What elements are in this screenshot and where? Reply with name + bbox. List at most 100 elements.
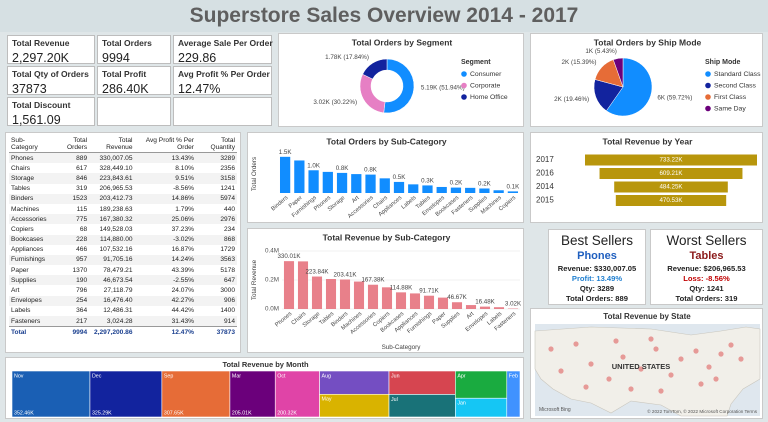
- legend-marker: [461, 82, 467, 89]
- table-cell: 223,843.61: [89, 173, 135, 184]
- bar-label: 114.88K: [390, 284, 413, 291]
- tile: [455, 370, 508, 399]
- bar: [297, 261, 309, 309]
- table-cell: 206,965.53: [99, 185, 133, 193]
- table-row: Chairs 617 328,449.10 8.10% 2356: [9, 163, 237, 173]
- y-tick-label: 0.4M: [265, 248, 279, 255]
- map-bubble: [738, 356, 744, 362]
- legend-title: Ship Mode: [705, 59, 740, 66]
- bar: [322, 171, 333, 193]
- table-cell: 2356: [220, 164, 235, 172]
- table-cell: 78,479.21: [103, 266, 133, 274]
- bar: [437, 297, 449, 309]
- table-cell: 3289: [196, 152, 237, 164]
- bar-label: 0.2K: [478, 180, 492, 187]
- legend-marker: [705, 82, 711, 89]
- card-line: Revenue: $206,965.53: [667, 264, 746, 273]
- kpi-value: 37873: [12, 82, 47, 96]
- legend-marker: [461, 94, 467, 100]
- revenue-panel: Total Revenue by Sub-Category 0.0M 0.2M 0.4…: [247, 228, 524, 353]
- kpi-card: Total Profit 286.40K: [97, 66, 171, 96]
- bar: [465, 187, 476, 193]
- table-cell: 12,486.31: [103, 307, 133, 315]
- bar-label: 0.8K: [336, 165, 350, 172]
- slice-label: 6K (59.72%): [657, 94, 692, 101]
- segment-chart: Total Orders by Segment 5.19K (51.94%) 3.0…: [313, 37, 508, 114]
- table-cell: Furnishings: [9, 254, 53, 266]
- table-cell: 330,007.05: [89, 152, 135, 164]
- table-cell: Bookcases: [9, 234, 53, 245]
- tile: [274, 370, 320, 418]
- legend-marker: [705, 71, 711, 77]
- map-attribution: © 2022 TomTom, © 2022 Microsoft Corporat…: [647, 408, 757, 414]
- bar: [283, 261, 295, 309]
- card-line: Profit: 13.49%: [571, 274, 623, 283]
- orders-panel: Total Orders by Sub-Category Total Orders…: [247, 132, 524, 223]
- table-cell: 37.23%: [171, 225, 194, 233]
- table-cell: 1370: [72, 266, 88, 274]
- table-cell: 189,238.63: [99, 205, 133, 213]
- sub-category-table: Sub-Category Total Orders Total Revenue Avg…: [9, 136, 237, 338]
- table-row: Copiers 68 149,528.03 37.23% 234: [9, 224, 237, 234]
- map-panel: Total Revenue by State UNITED STATES Micro…: [530, 308, 763, 419]
- kpi-label: Total Orders: [102, 38, 152, 48]
- map-bubble: [558, 368, 564, 374]
- table-row: Tables 319 206,965.53 -8.56% 1241: [9, 184, 237, 194]
- table-row: Machines 115 189,238.63 1.79% 440: [9, 204, 237, 214]
- card-name: Phones: [577, 250, 617, 262]
- slice: [359, 73, 386, 114]
- table-cell: 149,528.03: [99, 225, 133, 233]
- bar: [294, 160, 305, 193]
- bar: [507, 191, 519, 193]
- bar-label: 1.0K: [307, 162, 321, 169]
- slice-label: 3.02K (30.22%): [313, 99, 357, 106]
- table-cell: 115: [76, 205, 88, 213]
- bar-label: 1.5K: [279, 149, 293, 156]
- map-bubble: [693, 348, 699, 354]
- kpi-card: Total Orders 9994: [97, 35, 171, 65]
- shipmode-chart: Total Orders by Ship Mode 6K (59.72%) 2K (…: [554, 37, 761, 117]
- table-cell: Envelopes: [9, 295, 53, 306]
- total-cell: 12.47%: [134, 326, 196, 338]
- bar: [585, 154, 757, 166]
- table-cell: 43.39%: [171, 266, 194, 274]
- table-cell: 1241: [220, 185, 235, 193]
- tile-label: Jul: [391, 397, 398, 403]
- bar: [381, 287, 393, 309]
- table-cell: Copiers: [11, 225, 34, 233]
- bar: [493, 307, 505, 309]
- year-panel: Total Revenue by Year 2017 733.22K 2016 609.…: [530, 132, 763, 223]
- bar: [408, 184, 419, 193]
- table-row: Appliances 466 107,532.16 16.87% 1729: [9, 245, 237, 255]
- slice: [612, 57, 624, 88]
- bar-label: 91.71K: [419, 288, 439, 295]
- month-chart: Total Revenue by Month Nov 352.46K Dec 325.2…: [11, 360, 521, 418]
- table-cell: Binders: [9, 193, 53, 204]
- card-heading: Best Sellers: [560, 233, 634, 248]
- table-cell: 25.06%: [134, 214, 196, 225]
- bar-label: 609.21K: [659, 170, 683, 177]
- column-header: Total Revenue: [89, 136, 135, 153]
- x-tick-label: Phones: [274, 311, 293, 328]
- worst-card: Worst Sellers Tables Revenue: $206,965.53 L…: [650, 229, 763, 305]
- table-row: Storage 846 223,843.61 9.51% 3158: [9, 173, 237, 184]
- bar: [379, 178, 390, 193]
- bar: [311, 276, 323, 309]
- table-cell: 5974: [196, 193, 237, 204]
- tile-label: May: [322, 397, 332, 403]
- y-axis-title: Total Orders: [251, 157, 258, 191]
- chart-title: Total Orders by Ship Mode: [594, 37, 702, 47]
- tile: [388, 394, 456, 418]
- table-cell: 889: [52, 152, 90, 164]
- card-line: Qty: 1241: [689, 284, 724, 293]
- table-cell: 5178: [220, 266, 235, 274]
- table-row: Binders 1523 203,412.73 14.86% 5974: [9, 193, 237, 204]
- table-cell: 775: [52, 214, 90, 225]
- kpi-label: Average Sale Per Order: [178, 38, 273, 48]
- table-cell: 203,412.73: [89, 193, 135, 204]
- kpi-value: 286.40K: [102, 82, 149, 96]
- table-row: Phones 889 330,007.05 13.43% 3289: [9, 152, 237, 164]
- table-cell: 647: [196, 275, 237, 286]
- table-cell: 1729: [220, 246, 235, 254]
- y-tick-label: 0.0M: [265, 306, 279, 313]
